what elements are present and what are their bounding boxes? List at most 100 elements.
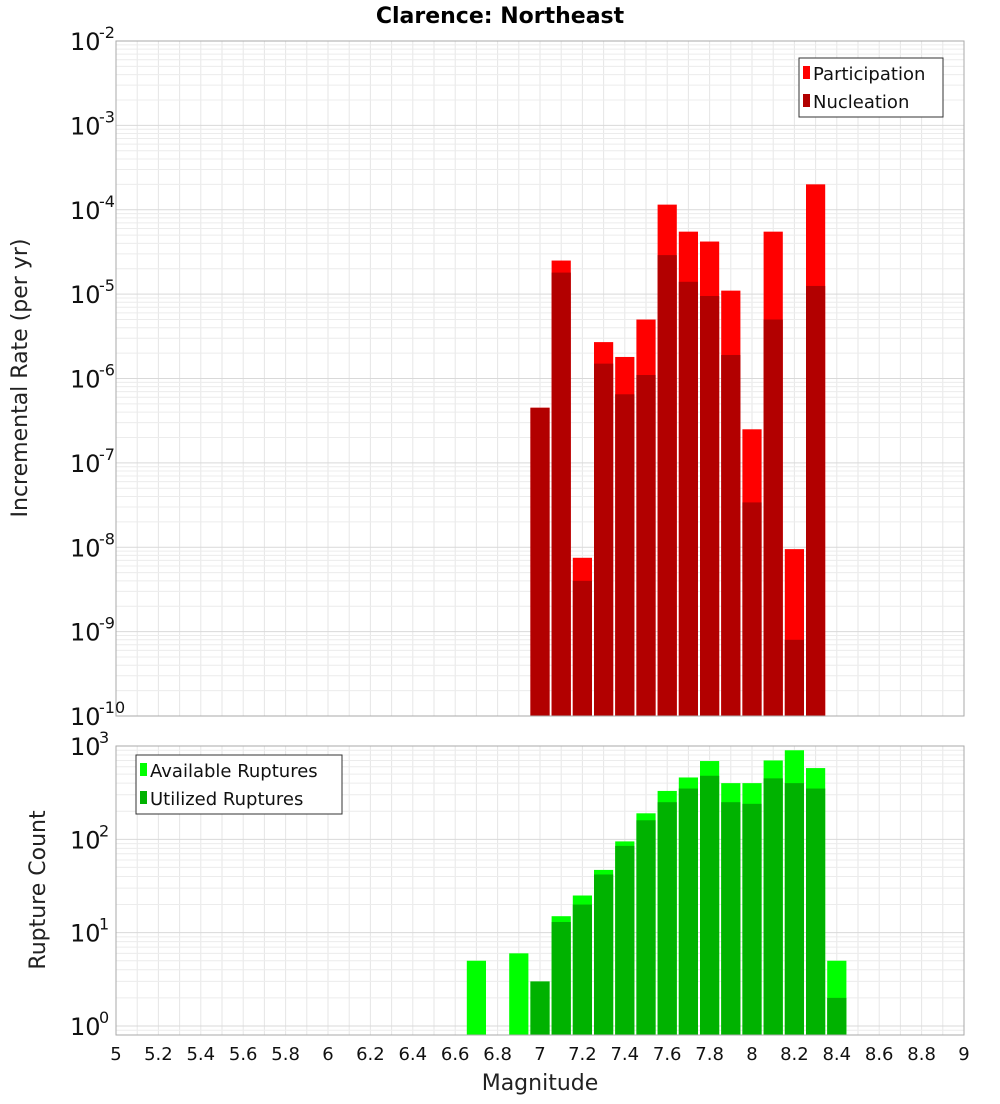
bar-utilized-ruptures-7-3 bbox=[594, 874, 614, 1035]
x-tick-label: 9 bbox=[958, 1044, 969, 1065]
x-tick-label: 8.2 bbox=[780, 1044, 809, 1065]
x-tick-label: 6.2 bbox=[356, 1044, 385, 1065]
top-y-tick-base: 10 bbox=[70, 534, 101, 562]
top-y-tick-label: 10-7 bbox=[70, 445, 115, 478]
bottom-y-tick-base: 10 bbox=[70, 1013, 101, 1041]
bar-nucleation-7-7 bbox=[678, 281, 698, 716]
x-tick-label: 6 bbox=[322, 1044, 333, 1065]
bottom-y-tick-base: 10 bbox=[70, 826, 101, 854]
top-y-tick-base: 10 bbox=[70, 450, 101, 478]
bottom-plot-border bbox=[115, 745, 965, 1036]
bottom-y-tick-label: 101 bbox=[70, 915, 109, 948]
bar-utilized-ruptures-7-4 bbox=[615, 845, 635, 1035]
bar-available-ruptures-6-9 bbox=[509, 953, 529, 1035]
bottom-y-tick-label: 103 bbox=[70, 728, 109, 761]
top-y-tick-base: 10 bbox=[70, 619, 101, 647]
bar-nucleation-8-2 bbox=[784, 639, 804, 716]
x-tick-label: 5.4 bbox=[186, 1044, 215, 1065]
legend-swatch-participation bbox=[803, 66, 810, 79]
top-y-tick-base: 10 bbox=[70, 197, 101, 225]
bar-nucleation-7-8 bbox=[700, 296, 720, 716]
bottom-y-tick-exponent: 3 bbox=[99, 728, 109, 747]
bottom-y-tick-base: 10 bbox=[70, 920, 101, 948]
top-y-tick-exponent: -9 bbox=[99, 614, 115, 633]
legend-label-utilized-ruptures: Utilized Ruptures bbox=[150, 789, 303, 810]
x-axis-label: Magnitude bbox=[482, 1071, 599, 1096]
bar-utilized-ruptures-8-2 bbox=[784, 783, 804, 1035]
bar-nucleation-7-3 bbox=[594, 363, 614, 716]
bar-utilized-ruptures-7-6 bbox=[657, 802, 677, 1035]
top-y-tick-exponent: -10 bbox=[99, 698, 125, 717]
bar-utilized-ruptures-7-1 bbox=[551, 922, 571, 1035]
top-y-tick-exponent: -8 bbox=[99, 529, 115, 548]
bar-nucleation-7-9 bbox=[721, 354, 741, 716]
bottom-x-ticks: 5 5.2 5.4 5.6 5.8 6 6.2 6.4 6.6 6.8 7 7.2 7.4 7.6 7.8 8… bbox=[110, 1044, 969, 1065]
x-tick-label: 7.2 bbox=[568, 1044, 597, 1065]
bottom-bars bbox=[466, 750, 847, 1035]
bar-utilized-ruptures-7-2 bbox=[572, 904, 592, 1035]
bar-nucleation-7-4 bbox=[615, 394, 635, 716]
top-y-tick-label: 10-5 bbox=[70, 276, 115, 309]
bar-nucleation-7-5 bbox=[636, 375, 656, 716]
x-tick-label: 8 bbox=[746, 1044, 757, 1065]
bar-utilized-ruptures-8 bbox=[742, 803, 762, 1035]
bottom-y-tick-exponent: 2 bbox=[99, 821, 109, 840]
bar-utilized-ruptures-7-8 bbox=[700, 775, 720, 1035]
bar-nucleation-8-3 bbox=[806, 285, 826, 716]
top-y-tick-label: 10-2 bbox=[70, 23, 115, 56]
top-y-tick-base: 10 bbox=[70, 703, 101, 731]
x-tick-label: 5.2 bbox=[144, 1044, 173, 1065]
top-legend-box bbox=[798, 57, 944, 118]
top-y-tick-base: 10 bbox=[70, 281, 101, 309]
top-y-tick-label: 10-10 bbox=[70, 698, 125, 731]
top-y-tick-label: 10-4 bbox=[70, 192, 115, 225]
x-tick-label: 6.8 bbox=[483, 1044, 512, 1065]
top-y-tick-exponent: -2 bbox=[99, 23, 115, 42]
bar-utilized-ruptures-7-7 bbox=[678, 788, 698, 1035]
chart-title: Clarence: Northeast bbox=[376, 4, 625, 29]
top-y-tick-label: 10-8 bbox=[70, 529, 115, 562]
bar-utilized-ruptures-8-1 bbox=[763, 778, 783, 1035]
bar-utilized-ruptures-7 bbox=[530, 981, 550, 1035]
bar-nucleation-8-1 bbox=[763, 319, 783, 716]
top-y-tick-label: 10-3 bbox=[70, 107, 115, 140]
top-y-tick-base: 10 bbox=[70, 366, 101, 394]
x-tick-label: 7.6 bbox=[653, 1044, 682, 1065]
x-tick-label: 5 bbox=[110, 1044, 121, 1065]
top-y-tick-exponent: -3 bbox=[99, 107, 115, 126]
top-legend: Participation Nucleation bbox=[798, 57, 944, 118]
top-bars bbox=[530, 184, 826, 717]
top-y-tick-label: 10-6 bbox=[70, 361, 115, 394]
bar-nucleation-7-2 bbox=[572, 580, 592, 716]
legend-label-available-ruptures: Available Ruptures bbox=[150, 761, 318, 782]
top-y-tick-exponent: -7 bbox=[99, 445, 115, 464]
top-y-axis-label: Incremental Rate (per yr) bbox=[8, 239, 33, 518]
bar-utilized-ruptures-8-4 bbox=[827, 997, 847, 1035]
legend-label-participation: Participation bbox=[813, 64, 925, 85]
bar-utilized-ruptures-8-3 bbox=[806, 788, 826, 1035]
x-tick-label: 8.4 bbox=[822, 1044, 851, 1065]
legend-label-nucleation: Nucleation bbox=[813, 92, 909, 113]
x-tick-label: 7.8 bbox=[695, 1044, 724, 1065]
bar-nucleation-8 bbox=[742, 502, 762, 716]
bottom-y-tick-base: 10 bbox=[70, 733, 101, 761]
x-tick-label: 6.4 bbox=[398, 1044, 427, 1065]
top-y-tick-exponent: -4 bbox=[99, 192, 115, 211]
bottom-y-tick-label: 100 bbox=[70, 1008, 109, 1041]
bottom-y-axis-label: Rupture Count bbox=[26, 810, 51, 970]
top-plot-border bbox=[115, 40, 965, 717]
bar-utilized-ruptures-7-9 bbox=[721, 802, 741, 1035]
x-tick-label: 7 bbox=[534, 1044, 545, 1065]
top-y-tick-base: 10 bbox=[70, 28, 101, 56]
bottom-y-tick-label: 102 bbox=[70, 821, 109, 854]
x-tick-label: 8.6 bbox=[865, 1044, 894, 1065]
top-y-tick-label: 10-9 bbox=[70, 614, 115, 647]
bar-nucleation-7 bbox=[530, 407, 550, 716]
x-tick-label: 7.4 bbox=[610, 1044, 639, 1065]
bar-utilized-ruptures-7-5 bbox=[636, 820, 656, 1035]
